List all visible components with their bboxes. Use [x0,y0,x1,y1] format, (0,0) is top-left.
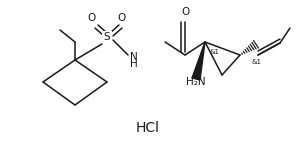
Text: HCl: HCl [136,121,160,135]
Text: O: O [181,7,189,17]
Text: &1: &1 [210,49,220,55]
Text: O: O [87,13,95,23]
Text: &1: &1 [252,59,262,65]
Text: N: N [130,52,138,62]
Text: H₂N: H₂N [186,77,206,87]
Polygon shape [192,42,205,80]
Text: S: S [104,32,110,42]
Text: H: H [130,59,138,69]
Text: S: S [104,32,110,42]
Text: O: O [118,13,126,23]
